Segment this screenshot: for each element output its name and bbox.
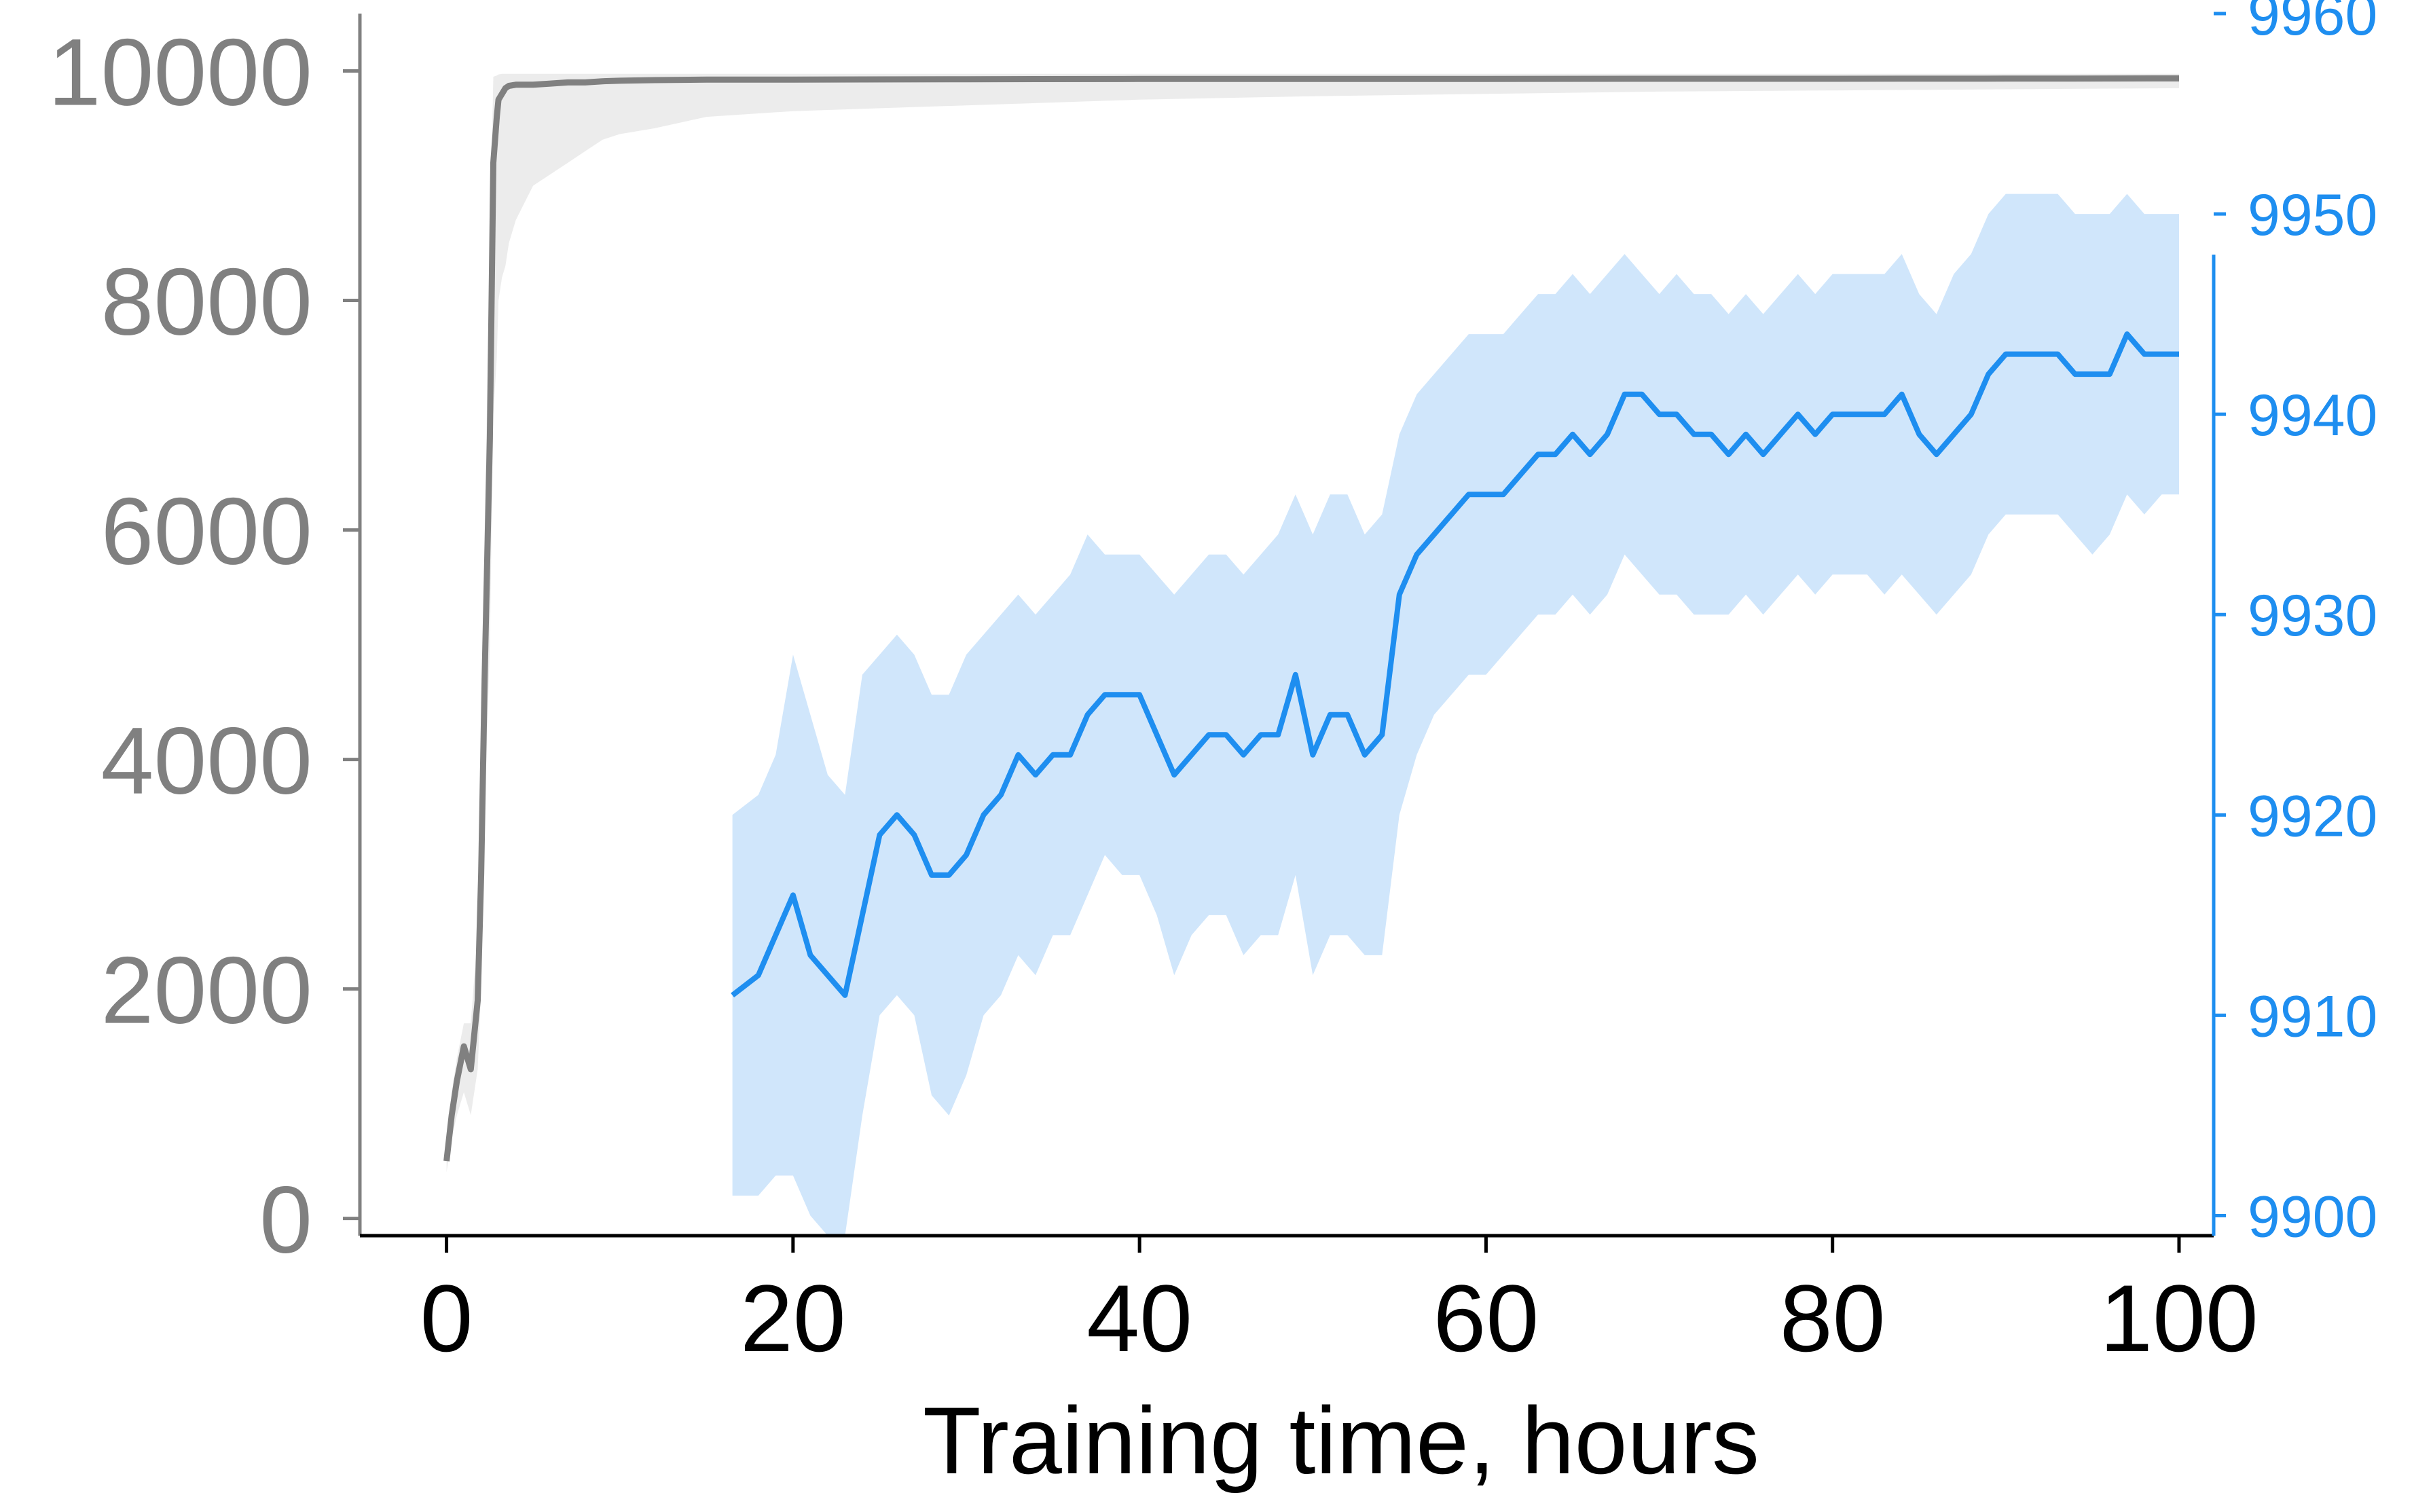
x-tick-label: 0 <box>420 1265 473 1371</box>
left-y-tick-label: 6000 <box>101 478 312 585</box>
x-axis-label: Training time, hours <box>923 1387 1759 1494</box>
x-tick-label: 20 <box>740 1265 846 1371</box>
left-y-tick-label: 2000 <box>101 937 312 1044</box>
x-tick-label: 80 <box>1780 1265 1886 1371</box>
right-y-axis-ticks: 9900 9910 9920 9930 9940 9950 9960 <box>2214 0 2377 1249</box>
right-y-tick-label: 9940 <box>2248 383 2377 448</box>
right-y-tick-label: 9960 <box>2248 0 2377 48</box>
right-y-tick-label: 9910 <box>2248 984 2377 1049</box>
left-y-tick-label: 4000 <box>101 707 312 814</box>
left-y-tick-label: 8000 <box>101 248 312 355</box>
blue-series-line <box>731 331 2179 998</box>
right-y-tick-label: 9920 <box>2248 783 2377 849</box>
right-y-tick-label: 9950 <box>2248 183 2377 248</box>
left-y-tick-label: 10000 <box>48 19 312 126</box>
blue-series-band <box>732 193 2179 1236</box>
right-y-tick-label: 9900 <box>2248 1184 2377 1249</box>
grey-series <box>443 73 2180 1173</box>
x-axis-ticks: 0 20 40 60 80 100 <box>420 1236 2258 1371</box>
blue-series <box>731 193 2179 1236</box>
x-tick-label: 60 <box>1433 1265 1539 1371</box>
x-tick-label: 40 <box>1086 1265 1192 1371</box>
grey-series-line <box>443 75 2180 1162</box>
left-y-axis-ticks: 0 2000 4000 6000 8000 10000 <box>48 19 360 1273</box>
axes <box>358 14 2216 1238</box>
right-y-tick-label: 9930 <box>2248 583 2377 648</box>
left-y-tick-label: 0 <box>259 1166 312 1273</box>
x-tick-label: 100 <box>2100 1265 2258 1371</box>
